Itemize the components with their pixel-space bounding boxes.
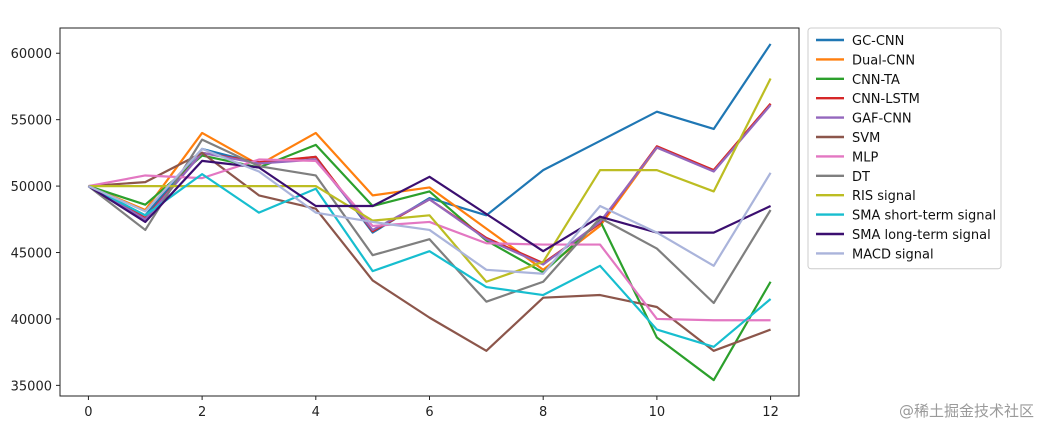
y-tick-label: 45000 xyxy=(11,247,52,262)
watermark-text: @稀土掘金技术社区 xyxy=(898,402,1034,420)
y-tick-label: 35000 xyxy=(11,379,52,394)
series-line-sma-short-term-signal xyxy=(87,173,772,348)
legend-label: MACD signal xyxy=(852,247,934,262)
legend-label: Dual-CNN xyxy=(852,53,915,68)
x-tick-label: 8 xyxy=(539,405,547,420)
series-line-cnn-ta xyxy=(88,143,772,382)
legend-label: SMA long-term signal xyxy=(852,228,991,243)
legend-box xyxy=(807,27,1002,270)
x-tick-label: 10 xyxy=(649,405,666,420)
series-line-gc-cnn xyxy=(87,43,772,234)
y-tick-label: 50000 xyxy=(11,180,52,195)
x-tick-label: 0 xyxy=(84,405,92,420)
legend-label: CNN-TA xyxy=(852,73,900,88)
series-line-dt xyxy=(87,138,772,305)
legend-label: RIS signal xyxy=(852,189,916,204)
legend-label: CNN-LSTM xyxy=(852,92,920,107)
y-tick-label: 55000 xyxy=(11,114,52,129)
series-line-macd-signal xyxy=(87,147,772,275)
series-line-mlp xyxy=(88,158,771,322)
x-tick-label: 6 xyxy=(425,405,433,420)
y-tick-label: 40000 xyxy=(11,313,52,328)
legend-label: MLP xyxy=(852,150,878,165)
legend-label: GC-CNN xyxy=(852,34,904,49)
legend-label: SVM xyxy=(852,131,880,146)
x-tick-label: 12 xyxy=(762,405,779,420)
series-line-svm xyxy=(88,151,771,352)
series-line-ris-signal xyxy=(88,77,772,283)
legend-label: DT xyxy=(852,170,870,185)
y-tick-label: 60000 xyxy=(11,47,52,62)
x-tick-label: 4 xyxy=(312,405,320,420)
legend-label: SMA short-term signal xyxy=(852,209,996,224)
legend-label: GAF-CNN xyxy=(852,112,912,127)
plot-frame xyxy=(59,27,800,397)
x-tick-label: 2 xyxy=(198,405,206,420)
